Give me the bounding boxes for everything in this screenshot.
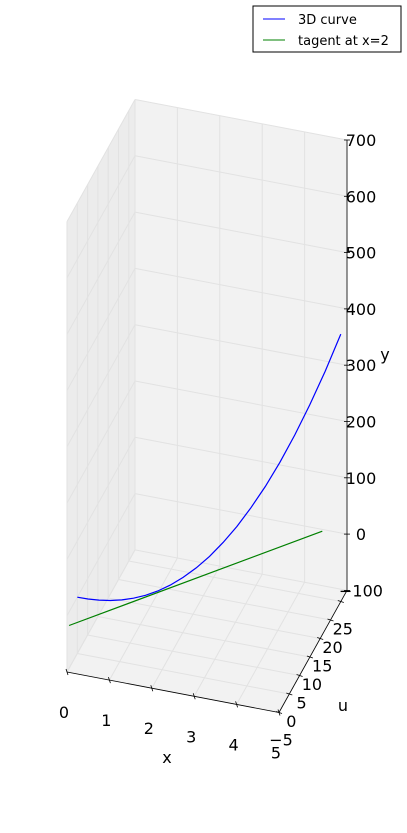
legend: 3D curve tagent at x=2 bbox=[252, 5, 402, 53]
u-tick bbox=[296, 674, 303, 677]
y-tick-label: 100 bbox=[346, 469, 377, 488]
gridline-back-y bbox=[134, 211, 348, 254]
gridline-back-y bbox=[134, 493, 348, 535]
series-line-1 bbox=[68, 530, 323, 627]
gridline-floor-x bbox=[108, 557, 178, 681]
u-tick bbox=[306, 655, 314, 659]
gridline-back-y bbox=[134, 436, 348, 479]
x-tick bbox=[108, 676, 111, 684]
u-axis-label: u bbox=[338, 696, 348, 715]
u-tick-label: 25 bbox=[333, 620, 353, 639]
gridline-floor-u bbox=[87, 634, 300, 676]
x-tick bbox=[150, 685, 154, 692]
y-tick-label: −100 bbox=[339, 581, 383, 600]
gridline-back-y bbox=[134, 267, 348, 310]
gridline-back-y bbox=[134, 324, 348, 366]
gridlines bbox=[66, 99, 348, 713]
gridline-floor-u bbox=[97, 616, 310, 658]
series-layer bbox=[68, 333, 342, 627]
u-tick-label: 10 bbox=[302, 675, 322, 694]
gridline-left-y bbox=[66, 324, 136, 448]
u-tick bbox=[286, 692, 293, 696]
series-line-0 bbox=[77, 333, 342, 602]
axes bbox=[65, 139, 350, 716]
y-tick-label: 700 bbox=[346, 131, 377, 150]
y-tick-label: 200 bbox=[346, 413, 377, 432]
x-tick-label: 2 bbox=[144, 719, 154, 738]
gridline-left-y bbox=[66, 493, 136, 616]
gridline-back-y bbox=[134, 155, 348, 197]
x-tick bbox=[65, 668, 69, 676]
legend-box bbox=[252, 5, 402, 53]
gridline-back-y bbox=[134, 380, 348, 422]
gridline-floor-x bbox=[236, 582, 306, 705]
u-tick bbox=[275, 711, 283, 714]
x-tick-label: 0 bbox=[59, 703, 69, 722]
y-tick-label: 300 bbox=[346, 356, 377, 375]
gridline-floor-u bbox=[108, 597, 321, 639]
u-tick bbox=[317, 637, 324, 640]
gridline-floor-u bbox=[77, 653, 290, 695]
x-axis-line bbox=[66, 671, 280, 713]
pane-floor bbox=[67, 549, 347, 713]
gridline-left-y bbox=[66, 549, 136, 673]
u-tick-label: 5 bbox=[297, 694, 307, 713]
u-tick bbox=[327, 618, 334, 622]
x-tick bbox=[192, 693, 196, 700]
legend-label-3d-curve: 3D curve bbox=[298, 13, 357, 28]
u-tick-label: 15 bbox=[312, 657, 332, 676]
y-axis-label: y bbox=[380, 345, 389, 364]
gridline-left-y bbox=[66, 99, 136, 222]
y-tick-label: 0 bbox=[356, 525, 366, 544]
y-tick-label: 500 bbox=[346, 244, 377, 263]
gridline-left-y bbox=[66, 268, 136, 391]
gridline-floor-u bbox=[128, 560, 341, 602]
gridline-left-y bbox=[66, 437, 136, 560]
x-tick-label: 3 bbox=[186, 727, 196, 746]
gridline-left-y bbox=[66, 155, 136, 279]
gridline-left-y bbox=[66, 211, 136, 335]
y-tick-label: 600 bbox=[346, 187, 377, 206]
tick-labels: 0 1 2 3 4 5−50510152025−100010020030040050060… bbox=[59, 131, 383, 763]
y-tick-label: 400 bbox=[346, 300, 377, 319]
u-tick bbox=[337, 600, 344, 603]
gridline-back-y bbox=[134, 549, 348, 591]
x-axis-label: x bbox=[162, 748, 171, 767]
gridline-floor-x bbox=[193, 573, 263, 697]
gridline-floor-u bbox=[118, 579, 331, 621]
x-tick-label: 5 bbox=[271, 744, 281, 763]
gridline-back-y bbox=[134, 99, 348, 141]
gridline-floor-x bbox=[151, 565, 221, 689]
u-axis-line bbox=[278, 590, 348, 713]
gridline-left-y bbox=[66, 380, 136, 504]
x-tick bbox=[235, 701, 238, 708]
u-tick-label: −5 bbox=[269, 731, 293, 750]
legend-label-tangent: tagent at x=2 bbox=[298, 34, 389, 49]
u-tick-label: 20 bbox=[322, 638, 342, 657]
x-tick-label: 4 bbox=[229, 735, 239, 754]
u-tick-label: 0 bbox=[286, 712, 296, 731]
x-tick-label: 1 bbox=[101, 711, 111, 730]
